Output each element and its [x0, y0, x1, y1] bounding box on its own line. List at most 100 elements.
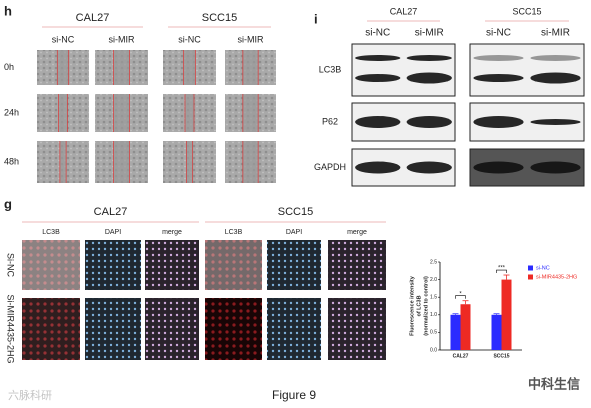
legend-label: si-NC: [536, 265, 550, 271]
group-title: SCC15: [512, 6, 541, 16]
wound-gap: [113, 141, 130, 183]
column-label: DAPI: [286, 229, 302, 236]
y-tick-label: 2.0: [430, 277, 437, 283]
panel-label: g: [4, 196, 12, 211]
y-tick-label: 0.5: [430, 330, 437, 336]
fluorescence-image: [205, 240, 262, 290]
row-label: Si-MIR4435-2HG: [6, 294, 16, 363]
legend-label: si-MIR4435-2HG: [536, 274, 577, 280]
wound-gap: [184, 94, 195, 132]
panel-label: h: [4, 3, 12, 18]
blot-band: [473, 74, 524, 82]
blot-band: [530, 119, 581, 125]
fluorescence-image: [328, 298, 386, 360]
row-label: 0h: [4, 62, 14, 72]
wound-gap: [58, 94, 68, 132]
bar: [491, 314, 502, 350]
y-axis-label: of LC3B: [416, 295, 422, 316]
y-tick-label: 2.5: [430, 259, 437, 265]
column-label: si-MIR: [541, 28, 570, 39]
column-label: merge: [347, 229, 367, 236]
blot-band: [530, 55, 581, 61]
fluorescence-image: [328, 240, 386, 290]
wound-gap: [59, 141, 67, 183]
fluorescence-image: [267, 240, 321, 290]
significance: ***: [498, 266, 506, 272]
fluorescence-image: [85, 240, 141, 290]
column-label: si-NC: [52, 34, 75, 44]
row-label: P62: [322, 116, 338, 126]
row-label: Si-NC: [6, 253, 16, 277]
blot-band: [355, 161, 401, 174]
column-label: merge: [162, 229, 182, 236]
blot-band: [530, 72, 581, 84]
group-title: SCC15: [278, 206, 313, 218]
significance-bracket: [496, 269, 507, 274]
y-tick-label: 1.0: [430, 312, 437, 318]
wound-gap: [186, 141, 193, 183]
significance-bracket: [455, 295, 466, 299]
blot-band: [406, 55, 452, 61]
fluorescence-image: [145, 298, 199, 360]
column-label: si-MIR: [415, 28, 444, 39]
column-label: si-NC: [178, 34, 201, 44]
group-title: CAL27: [76, 12, 110, 24]
column-label: LC3B: [42, 229, 60, 236]
blot-band: [473, 55, 524, 61]
wound-gap: [242, 141, 259, 183]
column-label: si-MIR: [238, 34, 264, 44]
x-tick-label: SCC15: [493, 353, 509, 359]
bar: [460, 304, 471, 350]
column-label: DAPI: [105, 229, 121, 236]
legend-swatch: [528, 274, 533, 280]
blot-band: [355, 55, 401, 61]
row-label: LC3B: [319, 64, 342, 74]
y-tick-label: 1.5: [430, 295, 437, 301]
blot-band: [355, 74, 401, 82]
blot-band: [530, 161, 581, 174]
column-label: si-NC: [365, 28, 390, 39]
column-label: si-NC: [486, 28, 511, 39]
wound-gap: [113, 50, 130, 85]
column-label: LC3B: [225, 229, 243, 236]
group-title: CAL27: [390, 6, 418, 16]
fluorescence-image: [267, 298, 321, 360]
y-axis-label: Fluorescence intensity: [409, 275, 415, 336]
row-label: GAPDH: [314, 162, 346, 172]
x-tick-label: CAL27: [453, 353, 469, 359]
watermark: 六脉科研: [8, 388, 52, 402]
column-label: si-MIR: [109, 34, 135, 44]
wound-gap: [242, 94, 259, 132]
panel-label: i: [314, 11, 318, 26]
blot: [469, 43, 585, 97]
legend-swatch: [528, 265, 533, 271]
significance: *: [459, 291, 462, 297]
blot: [351, 43, 456, 97]
fluorescence-image: [22, 240, 80, 290]
blot-band: [406, 161, 452, 174]
y-tick-label: 0.0: [430, 347, 437, 353]
group-title: CAL27: [94, 206, 128, 218]
blot-band: [406, 116, 452, 128]
bar: [450, 314, 461, 350]
blot-band: [355, 116, 401, 128]
row-label: 24h: [4, 107, 19, 117]
y-axis-label: (normalized to control): [423, 276, 429, 336]
caption: Figure 9: [272, 388, 316, 402]
fluorescence-image: [205, 298, 262, 360]
blot-band: [406, 72, 452, 84]
blot-band: [473, 116, 524, 128]
wound-gap: [183, 50, 196, 85]
blot-band: [473, 161, 524, 174]
bar: [501, 279, 512, 350]
group-title: SCC15: [202, 12, 237, 24]
wound-gap: [242, 50, 259, 85]
fluorescence-image: [145, 240, 199, 290]
wound-gap: [57, 50, 69, 85]
wound-gap: [113, 94, 130, 132]
fluorescence-image: [22, 298, 80, 360]
fluorescence-image: [85, 298, 141, 360]
row-label: 48h: [4, 156, 19, 166]
watermark: 中科生信: [528, 376, 580, 391]
